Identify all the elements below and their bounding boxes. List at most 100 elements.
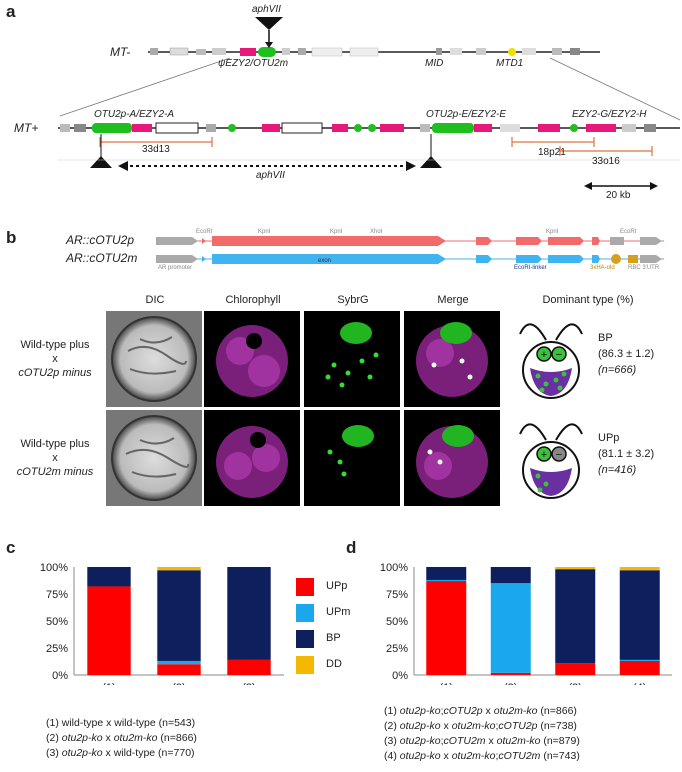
- row2-label: Wild-type plus x cOTU2m minus: [0, 437, 110, 479]
- x-tick-label: (3): [569, 682, 582, 685]
- bar-segment-upm: [157, 660, 201, 665]
- bar-segment-bp: [227, 567, 271, 660]
- construct-cotu2p-label: AR::cOTU2p: [66, 233, 135, 247]
- sybrg-panel-2: [304, 410, 400, 506]
- bar-segment-bp: [157, 570, 201, 661]
- exon-label: exon: [318, 258, 332, 264]
- row1-label: Wild-type plus x cOTU2p minus: [0, 338, 110, 380]
- dic-panel-1: [106, 311, 202, 407]
- construct-cotu2m-label: AR::cOTU2m: [66, 251, 138, 265]
- panel-label-b: b: [6, 228, 17, 247]
- insertion-label: aphVII: [252, 4, 281, 15]
- legend-label-dd: DD: [326, 658, 342, 670]
- bar-segment-bp: [555, 569, 596, 664]
- genomic-map: [58, 17, 681, 190]
- bar-segment-dd: [555, 567, 596, 570]
- x-tick-label: (2): [504, 682, 517, 685]
- x-tick-label: (1): [440, 682, 453, 685]
- ecori-label-2: EcoRI: [620, 229, 637, 235]
- col-title-sybrg: SybrG: [337, 294, 369, 306]
- panel-label-a: a: [6, 2, 16, 21]
- bar-segment-upp: [619, 660, 660, 675]
- ar-promoter-label: AR promoter: [158, 265, 193, 271]
- kpni-label-1: KpnI: [258, 229, 271, 235]
- col-title-merge: Merge: [437, 294, 469, 306]
- y-tick-label: 0%: [392, 670, 408, 682]
- scale-bar-label: 20 kb: [606, 190, 631, 201]
- bar-segment-upm: [619, 659, 660, 661]
- row1-pct: (86.3 ± 1.2): [598, 348, 655, 360]
- chart-c: 0% 25% 50% 75% 100% (1) (2) (3): [40, 562, 284, 685]
- schematic-cell-upp: + −: [519, 423, 583, 499]
- caption-c-3: (3) otu2p-ko x wild-type (n=770): [46, 747, 195, 759]
- col-title-dic: DIC: [145, 294, 165, 306]
- insertion-triangle: [255, 17, 283, 30]
- kpni-label-3: KpnI: [546, 229, 559, 235]
- row2-n: (n=416): [598, 464, 637, 476]
- x-tick-label: (2): [172, 682, 185, 685]
- mid-label: MID: [425, 58, 444, 69]
- y-tick-label: 75%: [386, 589, 408, 601]
- row2-type: UPp: [598, 432, 620, 444]
- legend-label-upp: UPp: [326, 580, 348, 592]
- panel-label-d: d: [346, 538, 357, 557]
- ecori-linker-label: EcoRI-linker: [514, 265, 547, 271]
- utr-label: RBC 3'UTR: [628, 265, 660, 271]
- psi-ezy2-label: ψEZY2/OTU2m: [218, 58, 289, 69]
- caption-d-4: (4) otu2p-ko x otu2m-ko;cOTU2m (n=743): [384, 750, 580, 762]
- panel-label-c: c: [6, 538, 16, 557]
- y-tick-label: 25%: [386, 643, 408, 655]
- row1-line1: Wild-type plus: [20, 339, 90, 351]
- row2-line2: x: [52, 452, 58, 464]
- deletion-triangle-right: [420, 156, 442, 168]
- bar-segment-dd: [619, 567, 660, 571]
- legend-swatch-upp: [296, 578, 314, 596]
- legend-swatch-upm: [296, 604, 314, 622]
- bac-33o16-label: 33o16: [592, 156, 620, 167]
- legend-swatch-dd: [296, 656, 314, 674]
- row1-line3: cOTU2p minus: [18, 367, 92, 379]
- bar-segment-bp: [490, 567, 531, 584]
- bar-segment-dd: [157, 567, 201, 571]
- gene-pink: [240, 48, 256, 56]
- bar-segment-upp: [227, 659, 271, 675]
- sybrg-panel-1: [304, 311, 400, 407]
- col-title-dominant-type: Dominant type (%): [542, 294, 634, 306]
- bac-clones: [99, 137, 653, 156]
- caption-d-1: (1) otu2p-ko;cOTU2p x otu2m-ko (n=866): [384, 705, 577, 717]
- x-tick-label: (1): [102, 682, 115, 685]
- deletion-triangle-left: [90, 156, 112, 168]
- ha-label: 3xHA-old: [590, 265, 615, 271]
- chlorophyll-panel-1: [204, 311, 300, 407]
- bar-segment-upp: [490, 672, 531, 675]
- col-title-chlorophyll: Chlorophyll: [225, 294, 281, 306]
- bar-segment-upp: [426, 581, 467, 675]
- chart-d: 0% 25% 50% 75% 100% (1) (2) (3) (4): [380, 562, 672, 685]
- ecori-label-1: EcoRI: [196, 229, 213, 235]
- bar-segment-upp: [157, 664, 201, 675]
- svg-text:−: −: [556, 449, 562, 461]
- row2-line1: Wild-type plus: [20, 438, 90, 450]
- legend-swatch-bp: [296, 630, 314, 648]
- y-tick-label: 100%: [40, 562, 68, 574]
- otu2pe-label: OTU2p-E/EZY2-E: [426, 109, 507, 120]
- mtd1-label: MTD1: [496, 58, 524, 69]
- deletion-label: aphVII: [256, 170, 285, 181]
- mt-minus-label: MT-: [110, 45, 131, 59]
- schematic-cell-bp: + −: [519, 323, 583, 399]
- y-tick-label: 75%: [46, 589, 68, 601]
- row2-stats: UPp (81.1 ± 3.2) (n=416): [598, 430, 654, 478]
- row1-line2: x: [52, 353, 58, 365]
- y-tick-label: 50%: [386, 616, 408, 628]
- caption-c-1: (1) wild-type x wild-type (n=543): [46, 717, 196, 729]
- xhoi-label-1: XhoI: [370, 229, 383, 235]
- bar-segment-bp: [426, 567, 467, 580]
- svg-text:−: −: [556, 349, 562, 361]
- chlorophyll-panel-2: [204, 410, 300, 506]
- bar-segment-upm: [490, 583, 531, 673]
- ezy2g-label: EZY2-G/EZY2-H: [572, 109, 647, 120]
- merge-panel-1: [404, 311, 500, 407]
- caption-d-2: (2) otu2p-ko x otu2m-ko;cOTU2p (n=738): [384, 720, 577, 732]
- bac-33d13-label: 33d13: [142, 144, 170, 155]
